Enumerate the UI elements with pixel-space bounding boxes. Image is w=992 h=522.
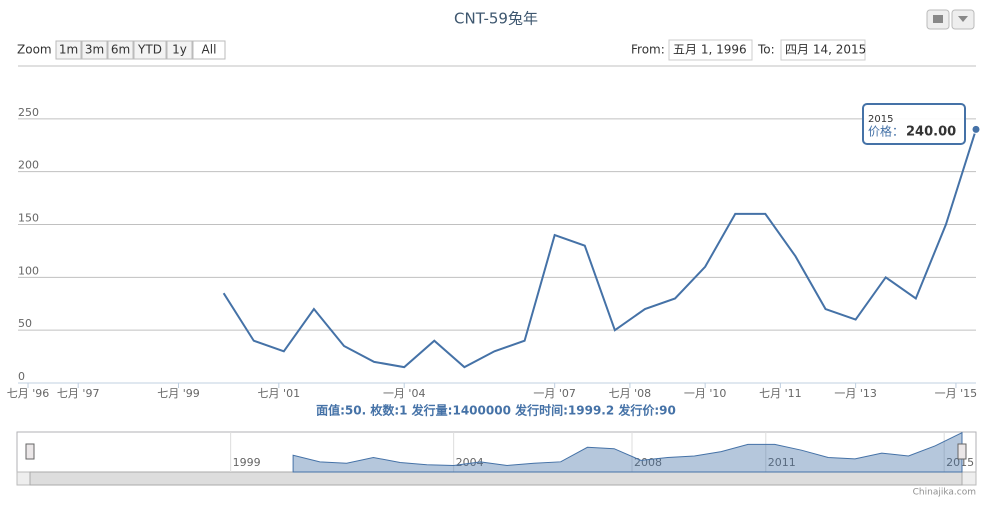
x-tick-label: 一月 '04	[383, 387, 426, 400]
caption: 面值:50. 枚数:1 发行量:1400000 发行时间:1999.2 发行价:…	[316, 403, 676, 418]
y-tick-label: 250	[18, 106, 39, 119]
y-tick-label: 200	[18, 159, 39, 172]
zoom-button-label: All	[202, 43, 217, 57]
zoom-button[interactable]	[81, 40, 108, 60]
zoom-button-label: 1y	[172, 43, 187, 57]
navigator-tick-label: 2011	[768, 456, 796, 469]
tooltip-title: 2015	[868, 114, 893, 125]
x-tick-label: 一月 '10	[684, 387, 727, 400]
x-tick-label: 一月 '07	[533, 387, 576, 400]
zoom-button-label: YTD	[137, 43, 162, 57]
x-tick-label: 七月 '11	[759, 387, 802, 400]
download-button[interactable]	[951, 9, 975, 30]
navigator-tick-label: 1999	[233, 456, 261, 469]
to-input[interactable]	[780, 39, 866, 61]
zoom-button[interactable]	[133, 40, 167, 60]
y-tick-label: 0	[18, 370, 25, 383]
zoom-button[interactable]	[166, 40, 193, 60]
zoom-button-label: 3m	[85, 43, 104, 57]
credit: Chinajika.com	[913, 488, 976, 498]
scrollbar-thumb[interactable]	[29, 471, 963, 486]
y-tick-label: 100	[18, 264, 39, 277]
hover-point	[971, 124, 981, 134]
tooltip-value: 240.00	[906, 125, 956, 140]
from-label: From:	[631, 43, 665, 57]
navigator-area	[292, 431, 963, 473]
zoom-button[interactable]	[107, 40, 134, 60]
navigator-handle[interactable]	[957, 443, 967, 460]
y-tick-label: 150	[18, 212, 39, 225]
series-line	[222, 129, 977, 369]
chart-title: CNT-59兔年	[454, 10, 538, 28]
print-button[interactable]	[926, 9, 950, 30]
zoom-button-label: 6m	[111, 43, 130, 57]
zoom-label: Zoom	[17, 43, 52, 57]
x-tick-label: 一月 '13	[834, 387, 877, 400]
y-tick-label: 50	[18, 317, 32, 330]
navigator-tick-label: 2015	[946, 456, 974, 469]
x-tick-label: 七月 '01	[258, 387, 301, 400]
from-date: 五月 1, 1996	[673, 43, 747, 57]
from-input[interactable]	[668, 39, 753, 61]
x-tick-label: 七月 '08	[609, 387, 652, 400]
x-tick-label: 七月 '97	[57, 387, 100, 400]
to-date: 四月 14, 2015	[785, 43, 866, 57]
zoom-button-label: 1m	[59, 43, 78, 57]
zoom-button[interactable]	[55, 40, 82, 60]
to-label: To:	[757, 43, 775, 57]
x-tick-label: 七月 '99	[157, 387, 200, 400]
x-tick-label: 一月 '15	[935, 387, 978, 400]
x-tick-label: 七月 '96	[7, 387, 50, 400]
tooltip	[862, 103, 966, 145]
navigator-tick-label: 2004	[456, 456, 484, 469]
navigator-handle[interactable]	[25, 443, 35, 460]
tooltip-label: 价格：	[868, 124, 904, 139]
zoom-button[interactable]	[192, 40, 226, 60]
